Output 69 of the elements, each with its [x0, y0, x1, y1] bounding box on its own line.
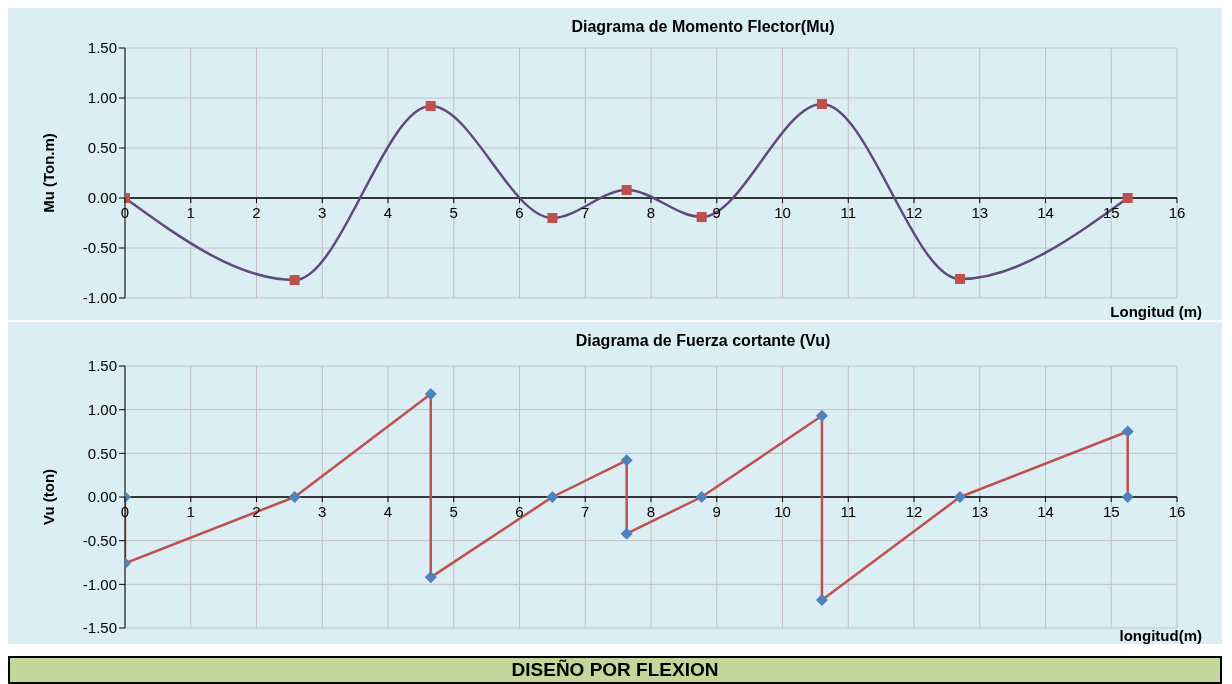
- x-tick-label: 11: [840, 204, 857, 221]
- x-tick-label: 7: [581, 503, 590, 520]
- x-tick-label: 10: [774, 204, 791, 221]
- x-tick-label: 6: [515, 503, 524, 520]
- x-tick-label: 16: [1168, 204, 1186, 221]
- y-tick-label: 0.50: [87, 444, 117, 462]
- point: [621, 185, 632, 195]
- point: [546, 491, 559, 503]
- point: [696, 212, 707, 222]
- x-tick-label: 12: [905, 503, 923, 520]
- chart-title: Diagrama de Fuerza cortante (Vu): [574, 332, 832, 350]
- x-tick-label: 13: [971, 503, 989, 520]
- x-tick-label: 4: [383, 204, 393, 221]
- x-tick-label: 7: [581, 204, 590, 221]
- point: [815, 409, 828, 422]
- x-axis-title: longitud(m): [1119, 627, 1202, 644]
- y-tick-label: 1.00: [87, 400, 117, 418]
- x-tick-label: 6: [515, 204, 524, 221]
- point: [695, 491, 708, 503]
- x-tick-label: 15: [1102, 503, 1120, 520]
- point: [425, 101, 436, 111]
- x-tick-label: 13: [971, 204, 989, 221]
- x-axis-title: Longitud (m): [1110, 303, 1202, 320]
- point: [547, 213, 558, 223]
- point: [955, 274, 966, 284]
- x-tick-label: 3: [318, 204, 327, 221]
- point: [1121, 425, 1134, 438]
- chart-title: Diagrama de Momento Flector(Mu): [570, 18, 836, 36]
- y-tick-label: 0.00: [87, 189, 117, 207]
- y-tick-label: 0.00: [87, 488, 117, 506]
- x-tick-label: 9: [712, 503, 721, 520]
- y-axis-title: Vu (ton): [39, 468, 57, 526]
- x-tick-label: 8: [646, 204, 656, 221]
- point: [954, 491, 967, 503]
- x-tick-label: 12: [905, 204, 923, 221]
- point: [289, 275, 300, 285]
- point: [1121, 491, 1134, 503]
- x-tick-label: 5: [449, 503, 458, 520]
- x-tick-label: 14: [1037, 503, 1054, 520]
- point: [815, 594, 828, 607]
- y-tick-label: 1.50: [87, 39, 117, 57]
- point: [1122, 193, 1133, 203]
- point: [620, 527, 633, 540]
- y-tick-label: -1.00: [82, 575, 117, 593]
- point: [424, 571, 437, 584]
- x-tick-label: 10: [774, 503, 791, 520]
- x-tick-label: 1: [186, 204, 195, 221]
- point: [424, 387, 437, 400]
- y-tick-label: -1.00: [82, 289, 117, 307]
- y-tick-label: 0.50: [87, 139, 117, 157]
- x-tick-label: 3: [318, 503, 327, 520]
- y-tick-label: 1.50: [87, 357, 117, 375]
- y-tick-label: 1.00: [87, 89, 117, 107]
- point: [288, 491, 301, 503]
- point: [816, 99, 827, 109]
- x-tick-label: 16: [1168, 503, 1186, 520]
- x-tick-label: 1: [186, 503, 195, 520]
- y-tick-label: -0.50: [82, 239, 117, 257]
- x-tick-label: 2: [252, 204, 261, 221]
- y-axis-title: Mu (Ton.m): [39, 133, 57, 213]
- x-tick-label: 14: [1037, 204, 1054, 221]
- text: DISEÑO POR FLEXION: [8, 656, 1222, 684]
- x-tick-label: 4: [383, 503, 393, 520]
- y-tick-label: -1.50: [82, 619, 117, 637]
- y-tick-label: -0.50: [82, 531, 117, 549]
- x-tick-label: 11: [840, 503, 857, 520]
- point: [620, 454, 633, 467]
- x-tick-label: 5: [449, 204, 458, 221]
- x-tick-label: 8: [646, 503, 656, 520]
